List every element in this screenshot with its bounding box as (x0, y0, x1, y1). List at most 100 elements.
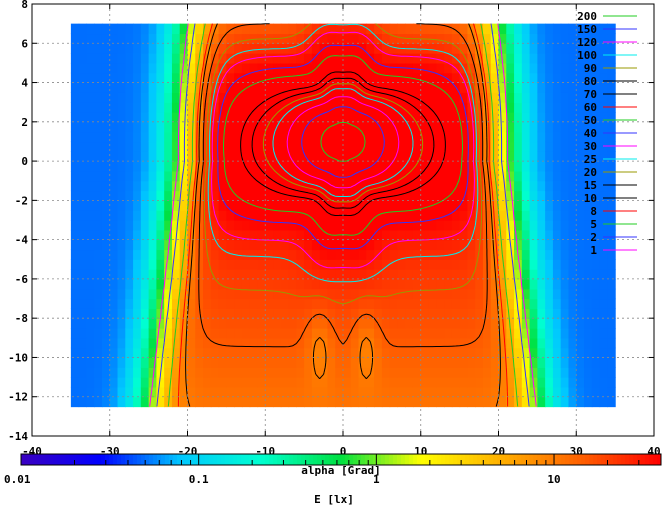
heatmap-cell (599, 141, 608, 152)
heatmap-cell (420, 347, 430, 359)
heatmap-cell (125, 386, 134, 398)
heatmap-cell (529, 318, 538, 329)
heatmap-cell (304, 112, 313, 123)
colorbar-segment (585, 454, 590, 465)
heatmap-cell (343, 141, 352, 152)
heatmap-cell (327, 396, 336, 408)
heatmap-cell (451, 269, 461, 280)
colorbar-segment (25, 454, 30, 465)
colorbar-segment (129, 454, 134, 465)
heatmap-cell (171, 82, 181, 93)
heatmap-cell (125, 23, 134, 35)
heatmap-cell (218, 220, 227, 231)
heatmap-cell (265, 259, 274, 270)
heatmap-cell (568, 92, 577, 103)
heatmap-cell (584, 210, 593, 221)
heatmap-cell (288, 278, 297, 290)
heatmap-cell (195, 347, 204, 359)
heatmap-cell (218, 23, 227, 35)
heatmap-cell (397, 180, 406, 192)
heatmap-cell (420, 62, 430, 74)
heatmap-cell (521, 278, 531, 290)
heatmap-cell (568, 62, 577, 74)
heatmap-cell (319, 121, 329, 133)
heatmap-cell (381, 288, 391, 300)
heatmap-cell (296, 23, 305, 35)
heatmap-cell (366, 210, 375, 221)
heatmap-cell (405, 161, 414, 172)
heatmap-cell (381, 239, 391, 251)
heatmap-cell (552, 249, 562, 260)
heatmap-cell (179, 170, 189, 182)
heatmap-cell (109, 396, 119, 408)
heatmap-cell (599, 121, 608, 133)
heatmap-cell (467, 278, 476, 290)
heatmap-cell (560, 53, 570, 64)
heatmap-cell (451, 190, 461, 201)
heatmap-cell (148, 278, 158, 290)
heatmap-cell (537, 377, 546, 388)
heatmap-cell (203, 141, 212, 152)
heatmap-cell (335, 220, 344, 231)
heatmap-cell (187, 112, 196, 123)
heatmap-cell (591, 269, 601, 280)
heatmap-cell (125, 102, 134, 113)
heatmap-cell (552, 269, 562, 280)
heatmap-cell (78, 141, 88, 152)
heatmap-cell (140, 210, 150, 221)
heatmap-cell (545, 151, 554, 162)
heatmap-cell (482, 121, 492, 133)
heatmap-cell (171, 151, 181, 162)
heatmap-cell (304, 347, 313, 359)
heatmap-cell (133, 23, 142, 35)
heatmap-cell (210, 328, 220, 339)
heatmap-cell (521, 337, 531, 349)
heatmap-cell (226, 43, 235, 54)
heatmap-cell (257, 23, 266, 35)
heatmap-cell (584, 249, 593, 260)
heatmap-cell (101, 259, 111, 270)
heatmap-cell (459, 396, 468, 408)
heatmap-cell (288, 298, 297, 309)
heatmap-cell (78, 53, 88, 64)
heatmap-cell (490, 53, 500, 64)
heatmap-cell (358, 161, 367, 172)
heatmap-cell (125, 141, 134, 152)
heatmap-cell (584, 288, 593, 300)
heatmap-cell (179, 377, 189, 388)
heatmap-cell (420, 43, 430, 54)
heatmap-cell (568, 337, 577, 349)
legend-label: 40 (584, 127, 597, 140)
heatmap-cell (514, 357, 523, 368)
heatmap-cell (156, 220, 165, 231)
heatmap-cell (591, 229, 601, 241)
heatmap-cell (265, 396, 274, 408)
heatmap-cell (436, 229, 445, 241)
heatmap-cell (70, 298, 80, 309)
heatmap-cell (467, 249, 476, 260)
heatmap-cell (428, 318, 437, 329)
heatmap-cell (467, 82, 476, 93)
colorbar-segment (301, 454, 306, 465)
heatmap-cell (366, 190, 375, 201)
heatmap-cell (537, 229, 546, 241)
heatmap-cell (109, 278, 119, 290)
heatmap-cell (451, 72, 461, 84)
heatmap-cell (171, 92, 181, 103)
heatmap-cell (584, 229, 593, 241)
heatmap-cell (514, 367, 523, 378)
heatmap-cell (607, 269, 616, 280)
heatmap-cell (101, 33, 111, 44)
heatmap-cell (537, 210, 546, 221)
heatmap-cell (257, 328, 266, 339)
heatmap-cell (521, 121, 531, 133)
colorbar-segment (33, 454, 38, 465)
heatmap-cell (179, 288, 189, 300)
y-tick-label: 2 (21, 116, 28, 129)
heatmap-cell (397, 33, 406, 44)
heatmap-cell (148, 269, 158, 280)
heatmap-cell (78, 82, 88, 93)
heatmap-cell (203, 72, 212, 84)
heatmap-cell (444, 288, 453, 300)
